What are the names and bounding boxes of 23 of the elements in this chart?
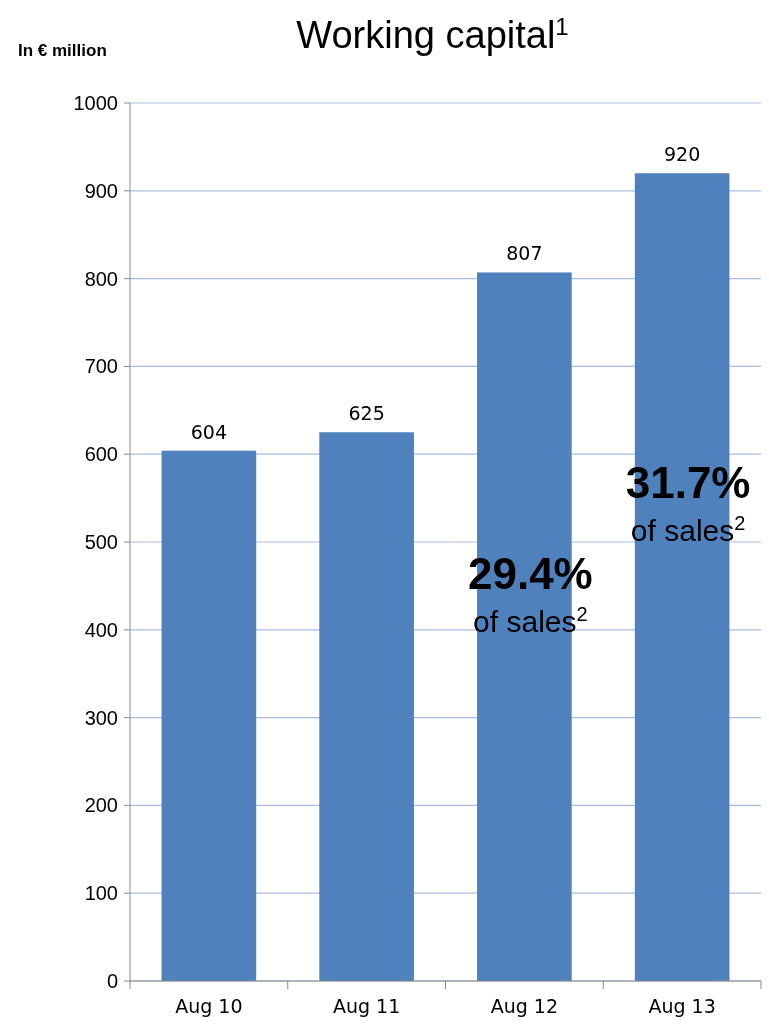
y-tick-label: 700 [84,355,118,378]
data-label: 625 [348,402,385,425]
y-tick-label: 500 [84,531,118,553]
y-tick-label: 600 [84,443,118,466]
y-tick-label: 300 [84,706,118,729]
x-tick-label: Aug 10 [175,995,243,1017]
bar [319,432,414,981]
x-tick-label: Aug 13 [648,995,716,1017]
y-tick-label: 200 [84,794,118,817]
y-tick-label: 1000 [73,92,118,114]
y-tick-label: 0 [106,970,118,992]
y-tick-label: 400 [84,618,118,641]
data-label: 604 [190,420,228,443]
x-tick-label: Aug 11 [332,995,401,1017]
data-label: 920 [663,143,701,166]
y-tick-label: 800 [84,267,118,290]
y-axis-title: In € million [18,41,107,60]
data-label: 807 [506,242,543,265]
y-tick-label: 900 [84,179,118,202]
y-tick-label: 100 [84,882,118,905]
bar [161,450,257,981]
x-tick-label: Aug 12 [490,995,559,1017]
chart-title: Working capital$^{1}$ [296,12,569,56]
